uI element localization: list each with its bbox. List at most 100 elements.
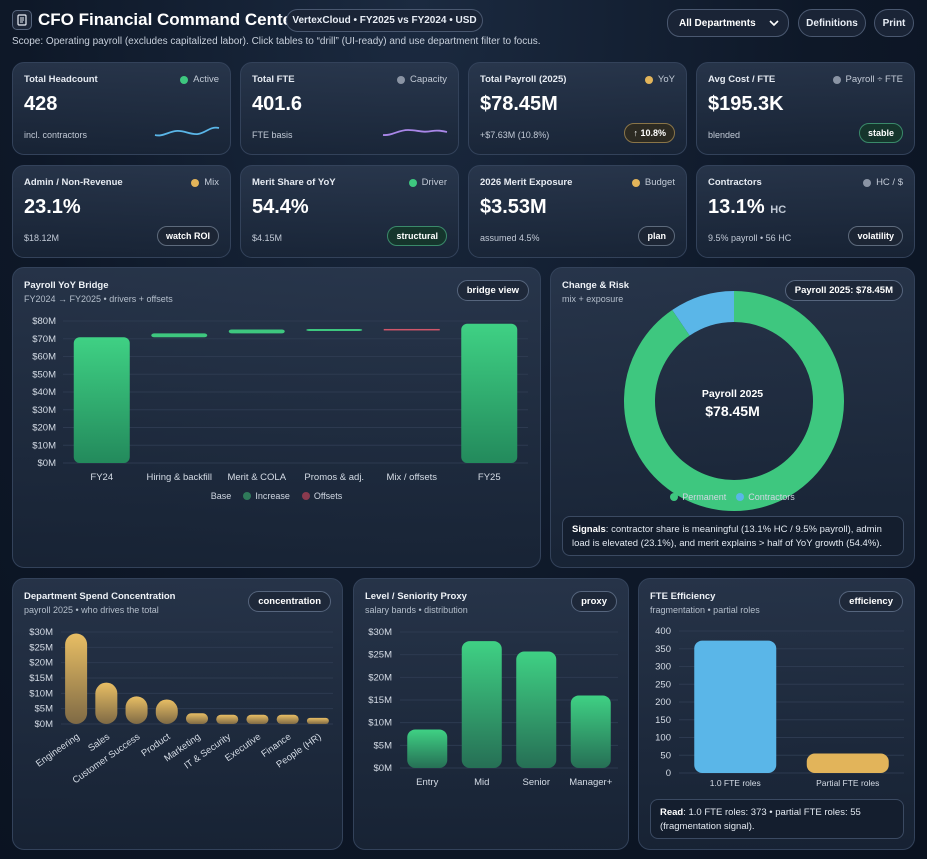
- panel-title: Change & Risk: [562, 280, 630, 291]
- y-tick-label: $30M: [32, 405, 56, 416]
- y-tick-label: $20M: [32, 423, 56, 434]
- y-tick-label: $15M: [368, 695, 392, 706]
- payroll-total-pill[interactable]: Payroll 2025: $78.45M: [784, 280, 903, 301]
- kpi-value: $195.3K: [708, 93, 784, 115]
- department-bar: [276, 714, 299, 724]
- kpi-value-unit: HC: [770, 204, 787, 216]
- panel-title: Department Spend Concentration: [24, 591, 176, 602]
- kpi-subtext: 9.5% payroll • 56 HC: [708, 233, 792, 243]
- signals-text: : contractor share is meaningful (13.1% …: [572, 524, 883, 549]
- kpi-tag: Driver: [408, 177, 447, 188]
- kpi-value: $78.45M: [480, 93, 558, 115]
- kpi-tag-text: Driver: [421, 177, 447, 188]
- proxy-button[interactable]: proxy: [571, 591, 617, 612]
- kpi-card-contractors[interactable]: Contractors HC / $ 13.1% HC 9.5% payroll…: [696, 165, 915, 258]
- x-tick-label: FY24: [90, 472, 113, 483]
- document-icon: [12, 10, 32, 30]
- department-bar: [306, 717, 329, 724]
- fte-chart: 0 50 100 150 200 250 300 350 400 1.0 FTE roles Par…: [655, 626, 904, 788]
- status-dot: [832, 75, 841, 84]
- y-tick-label: $50M: [32, 369, 56, 380]
- x-tick-label: 1.0 FTE roles: [710, 778, 761, 788]
- kpi-card-avg-cost[interactable]: Avg Cost / FTE Payroll ÷ FTE $195.3K ble…: [696, 62, 915, 155]
- context-pill: VertexCloud • FY2025 vs FY2024 • USD: [286, 9, 483, 32]
- print-button[interactable]: Print: [874, 9, 914, 37]
- concentration-button[interactable]: concentration: [248, 591, 331, 612]
- kpi-card-admin[interactable]: Admin / Non-Revenue Mix 23.1% $18.12M wa…: [12, 165, 231, 258]
- scope-note: Scope: Operating payroll (excludes capit…: [12, 36, 541, 47]
- bridge-view-button[interactable]: bridge view: [456, 280, 529, 301]
- y-tick-label: $10M: [368, 718, 392, 729]
- read-label: Read: [660, 807, 684, 818]
- kpi-subtext: FTE basis: [252, 130, 293, 140]
- department-bar: [125, 696, 148, 724]
- bridge-panel: Payroll YoY Bridge FY2024 → FY2025 • dri…: [12, 267, 541, 568]
- y-tick-label: $0M: [374, 763, 393, 774]
- definitions-button[interactable]: Definitions: [798, 9, 866, 37]
- kpi-label: Avg Cost / FTE: [708, 74, 776, 85]
- kpi-card-total-payroll[interactable]: Total Payroll (2025) YoY $78.45M +$7.63M…: [468, 62, 687, 155]
- signals-label: Signals: [572, 524, 606, 535]
- y-tick-label: $15M: [29, 673, 53, 684]
- y-tick-label: $10M: [32, 440, 56, 451]
- y-tick-label: $40M: [32, 387, 56, 398]
- fte-read-note: Read: 1.0 FTE roles: 373 • partial FTE r…: [650, 799, 904, 839]
- status-badge: volatility: [848, 226, 903, 246]
- donut-center-value: $78.45M: [705, 403, 760, 419]
- kpi-subtext: assumed 4.5%: [480, 233, 540, 243]
- kpi-tag-text: Budget: [644, 177, 675, 188]
- donut-slice: [672, 291, 735, 336]
- fte-bar: [806, 753, 889, 773]
- legend-swatch: [243, 492, 252, 500]
- kpi-card-headcount[interactable]: Total Headcount Active 428 incl. contrac…: [12, 62, 231, 155]
- x-tick-label: Entry: [416, 777, 438, 788]
- bridge-chart: $0M $10M $20M $30M $40M $50M $60M $70M $80M FY24 H…: [32, 316, 528, 483]
- legend-permanent-label: Permanent: [682, 492, 727, 502]
- y-tick-label: $70M: [32, 334, 56, 345]
- read-text: : 1.0 FTE roles: 373 • partial FTE roles…: [660, 807, 861, 832]
- level-panel: Level / Seniority Proxy salary bands • d…: [353, 578, 629, 850]
- kpi-label: Total FTE: [252, 74, 295, 85]
- kpi-subtext: incl. contractors: [24, 130, 88, 140]
- kpi-tag: Capacity: [397, 74, 447, 85]
- department-bar: [155, 699, 178, 724]
- legend-swatch: [736, 493, 745, 501]
- fte-bar: [694, 640, 777, 773]
- risk-panel: Change & Risk mix + exposure Payroll 202…: [550, 267, 915, 568]
- kpi-card-fte[interactable]: Total FTE Capacity 401.6 FTE basis: [240, 62, 459, 155]
- y-tick-label: 400: [655, 626, 671, 637]
- kpi-tag-text: Mix: [204, 177, 219, 188]
- legend-offsets: Offsets: [301, 491, 342, 501]
- status-badge: watch ROI: [156, 226, 219, 246]
- y-tick-label: $5M: [374, 740, 393, 751]
- department-filter-select[interactable]: All Departments: [667, 9, 789, 37]
- kpi-value-number: 13.1%: [708, 196, 765, 218]
- y-tick-label: 250: [655, 679, 671, 690]
- kpi-tag-text: Payroll ÷ FTE: [845, 74, 903, 85]
- kpi-card-merit-share[interactable]: Merit Share of YoY Driver 54.4% $4.15M s…: [240, 165, 459, 258]
- status-dot: [863, 178, 872, 187]
- level-bar: [570, 695, 611, 768]
- panel-subtitle: salary bands • distribution: [365, 605, 468, 615]
- status-dot: [631, 178, 640, 187]
- header: CFO Financial Command Center VertexCloud…: [12, 8, 915, 53]
- kpi-card-merit-exposure[interactable]: 2026 Merit Exposure Budget $3.53M assume…: [468, 165, 687, 258]
- y-tick-label: $60M: [32, 352, 56, 363]
- sparkline: [154, 126, 220, 137]
- legend-base: Base: [210, 491, 232, 501]
- status-dot: [397, 75, 406, 84]
- efficiency-button[interactable]: efficiency: [839, 591, 903, 612]
- x-tick-label: Promos & adj.: [304, 472, 364, 483]
- kpi-label: 2026 Merit Exposure: [480, 177, 573, 188]
- y-tick-label: $0M: [35, 719, 54, 730]
- x-tick-label: FY25: [478, 472, 501, 483]
- chevron-down-icon: [769, 20, 779, 27]
- legend-increase-label: Increase: [255, 491, 290, 501]
- x-tick-label: Engineering: [34, 731, 82, 769]
- y-tick-label: $20M: [368, 672, 392, 683]
- yoy-badge: ↑ 10.8%: [624, 123, 675, 143]
- department-bar: [216, 714, 239, 724]
- y-tick-label: 50: [660, 750, 671, 761]
- y-tick-label: 0: [666, 768, 671, 779]
